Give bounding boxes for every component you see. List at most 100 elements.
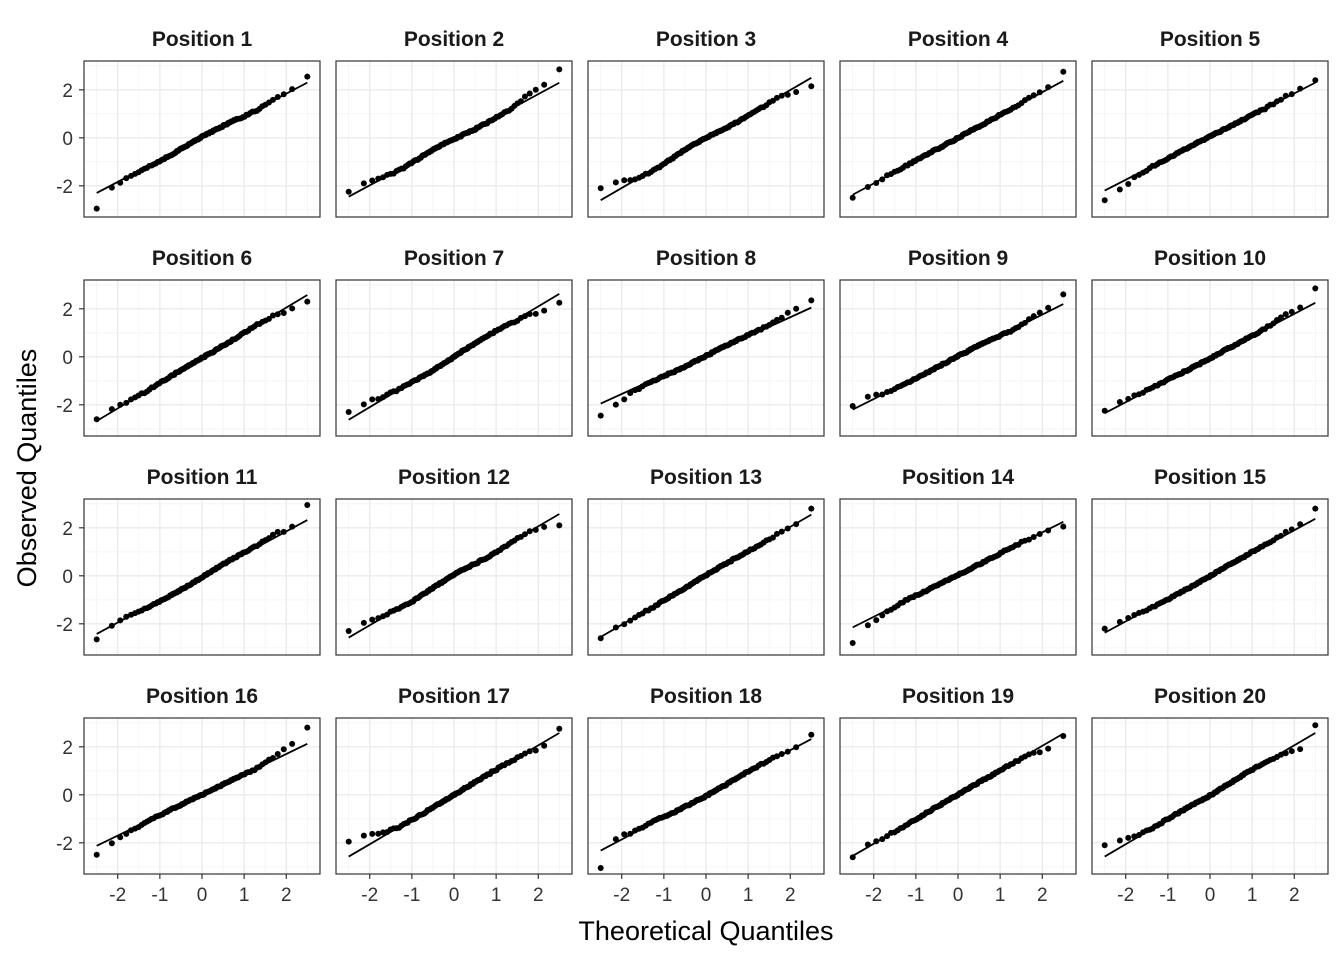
qq-point — [117, 834, 124, 841]
qq-point — [864, 393, 871, 400]
panel-title: Position 4 — [908, 28, 1009, 51]
qq-point — [1297, 85, 1304, 92]
qq-point — [269, 755, 276, 762]
x-tick-label: -2 — [109, 885, 126, 906]
qq-point — [521, 531, 528, 538]
x-tick-label: -1 — [403, 885, 420, 906]
qq-point — [526, 748, 533, 755]
x-tick-label: 1 — [491, 885, 502, 906]
x-tick-label: -2 — [865, 885, 882, 906]
qq-point — [521, 313, 528, 320]
qq-point — [274, 311, 281, 318]
qq-point — [1025, 751, 1032, 758]
qq-point — [864, 622, 871, 629]
facet-panel: Position 19 -2 -1 0 1 2 — [839, 685, 1077, 906]
qq-point — [873, 391, 880, 398]
qq-point — [1131, 611, 1138, 618]
qq-point — [1297, 746, 1304, 753]
qq-point — [773, 94, 780, 101]
panel-border — [335, 60, 573, 218]
qq-point — [864, 841, 871, 848]
qq-point — [1282, 528, 1289, 535]
qq-point — [1297, 521, 1304, 528]
x-tick-label: 1 — [743, 885, 754, 906]
facet-panel: Position 11 -2 0 2 — [56, 466, 321, 656]
qq-point — [1131, 392, 1138, 399]
qq-point — [1021, 319, 1028, 326]
qq-point — [1125, 395, 1132, 402]
qq-point — [280, 746, 287, 753]
qq-point — [521, 750, 528, 757]
panel-border — [839, 498, 1077, 656]
x-tick-label: 0 — [701, 885, 712, 906]
qq-point — [1036, 749, 1043, 756]
qq-point — [1101, 625, 1108, 632]
panel-title: Position 2 — [404, 28, 504, 51]
qq-point — [1277, 96, 1284, 103]
facet-panel: Position 10 — [1091, 247, 1329, 437]
qq-point — [289, 523, 296, 530]
qq-point — [627, 617, 634, 624]
panel-border — [83, 498, 321, 656]
qq-point — [108, 406, 115, 413]
x-axis-title: Theoretical Quantiles — [578, 916, 833, 946]
qq-point — [1045, 304, 1052, 311]
qq-point — [808, 731, 815, 738]
qq-point — [345, 628, 352, 634]
qq-point — [1045, 745, 1052, 752]
qq-point — [1060, 291, 1067, 298]
qq-point — [627, 830, 634, 837]
qq-point — [1282, 311, 1289, 318]
y-tick-label: 0 — [62, 786, 73, 807]
qq-point — [784, 748, 791, 755]
x-tick-label: 2 — [1289, 885, 1300, 906]
qq-point — [541, 81, 548, 88]
qq-point — [621, 831, 628, 838]
qq-point — [1312, 722, 1319, 729]
qq-point — [556, 725, 563, 732]
qq-point — [304, 724, 311, 731]
qq-point — [345, 838, 352, 845]
qq-point — [526, 311, 533, 318]
x-tick-label: -1 — [655, 885, 672, 906]
facet-panel: Position 15 — [1091, 466, 1329, 656]
qq-point — [541, 523, 548, 530]
facet-panel: Position 18 -2 -1 0 1 2 — [587, 685, 825, 906]
y-tick-label: -2 — [56, 834, 73, 855]
qq-point — [773, 530, 780, 537]
qq-point — [269, 96, 276, 103]
qq-point — [375, 615, 382, 622]
x-tick-label: -1 — [151, 885, 168, 906]
qq-point — [793, 521, 800, 528]
qq-point — [612, 401, 619, 408]
qq-point — [849, 194, 856, 201]
qq-point — [274, 528, 281, 535]
x-tick-label: -1 — [907, 885, 924, 906]
qq-point — [269, 312, 276, 319]
qq-point — [1036, 309, 1043, 316]
qq-point — [1030, 534, 1037, 541]
qq-point — [621, 621, 628, 628]
qq-point — [784, 91, 791, 98]
panel-border — [335, 498, 573, 656]
panel-title: Position 5 — [1160, 28, 1261, 51]
qq-point — [1116, 837, 1123, 844]
x-tick-label: 0 — [1205, 885, 1216, 906]
qq-point — [360, 619, 367, 626]
qq-point — [621, 396, 628, 403]
facet-panel: Position 5 — [1091, 28, 1329, 218]
qq-point — [849, 640, 856, 646]
facet-panel: Position 8 — [587, 247, 825, 437]
qq-point — [93, 636, 100, 643]
x-tick-label: -2 — [613, 885, 630, 906]
qq-point — [773, 753, 780, 760]
facet-panels: Position 1 -2 0 2 Position 2 Position 3 Positi… — [56, 28, 1329, 906]
qq-point — [1045, 527, 1052, 534]
panel-title: Position 12 — [398, 466, 510, 489]
qq-point — [1036, 530, 1043, 537]
qq-point — [375, 175, 382, 182]
qq-point — [369, 396, 376, 403]
qq-point — [879, 612, 886, 619]
qq-point — [1116, 618, 1123, 625]
x-tick-label: -2 — [361, 885, 378, 906]
